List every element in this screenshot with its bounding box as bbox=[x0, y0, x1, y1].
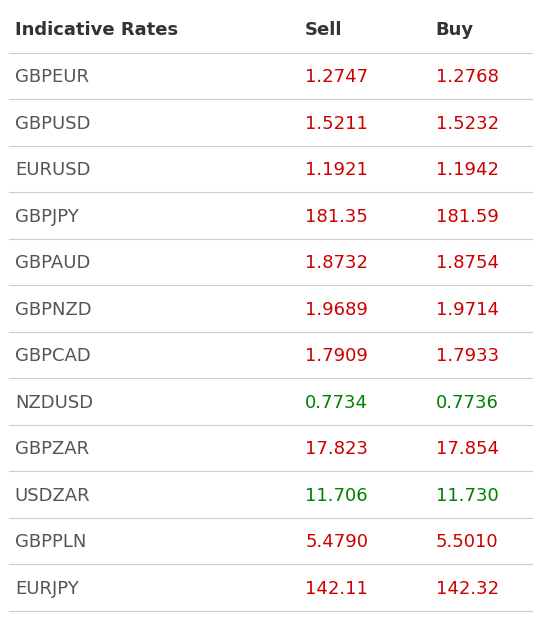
Text: 1.1942: 1.1942 bbox=[436, 161, 499, 179]
Text: USDZAR: USDZAR bbox=[15, 487, 90, 504]
Text: GBPJPY: GBPJPY bbox=[15, 207, 78, 226]
Text: 1.9714: 1.9714 bbox=[436, 301, 499, 319]
Text: GBPNZD: GBPNZD bbox=[15, 301, 91, 319]
Text: 11.706: 11.706 bbox=[305, 487, 368, 504]
Text: 1.5232: 1.5232 bbox=[436, 114, 499, 133]
Text: NZDUSD: NZDUSD bbox=[15, 394, 93, 411]
Text: GBPPLN: GBPPLN bbox=[15, 533, 86, 551]
Text: 11.730: 11.730 bbox=[436, 487, 498, 504]
Text: 1.8732: 1.8732 bbox=[305, 254, 368, 272]
Text: Sell: Sell bbox=[305, 21, 342, 39]
Text: 1.5211: 1.5211 bbox=[305, 114, 368, 133]
Text: 1.7909: 1.7909 bbox=[305, 347, 368, 365]
Text: 142.32: 142.32 bbox=[436, 579, 499, 598]
Text: 181.59: 181.59 bbox=[436, 207, 498, 226]
Text: 142.11: 142.11 bbox=[305, 579, 368, 598]
Text: GBPAUD: GBPAUD bbox=[15, 254, 90, 272]
Text: GBPEUR: GBPEUR bbox=[15, 68, 89, 86]
Text: EURUSD: EURUSD bbox=[15, 161, 90, 179]
Text: 1.9689: 1.9689 bbox=[305, 301, 368, 319]
Text: 0.7734: 0.7734 bbox=[305, 394, 368, 411]
Text: 1.1921: 1.1921 bbox=[305, 161, 368, 179]
Text: 181.35: 181.35 bbox=[305, 207, 368, 226]
Text: Buy: Buy bbox=[436, 21, 474, 39]
Text: GBPZAR: GBPZAR bbox=[15, 440, 89, 458]
Text: 1.2768: 1.2768 bbox=[436, 68, 498, 86]
Text: 1.2747: 1.2747 bbox=[305, 68, 368, 86]
Text: GBPUSD: GBPUSD bbox=[15, 114, 90, 133]
Text: 5.5010: 5.5010 bbox=[436, 533, 498, 551]
Text: 0.7736: 0.7736 bbox=[436, 394, 498, 411]
Text: EURJPY: EURJPY bbox=[15, 579, 78, 598]
Text: Indicative Rates: Indicative Rates bbox=[15, 21, 178, 39]
Text: 1.8754: 1.8754 bbox=[436, 254, 499, 272]
Text: 17.823: 17.823 bbox=[305, 440, 368, 458]
Text: 1.7933: 1.7933 bbox=[436, 347, 499, 365]
Text: 5.4790: 5.4790 bbox=[305, 533, 368, 551]
Text: GBPCAD: GBPCAD bbox=[15, 347, 90, 365]
Text: 17.854: 17.854 bbox=[436, 440, 499, 458]
